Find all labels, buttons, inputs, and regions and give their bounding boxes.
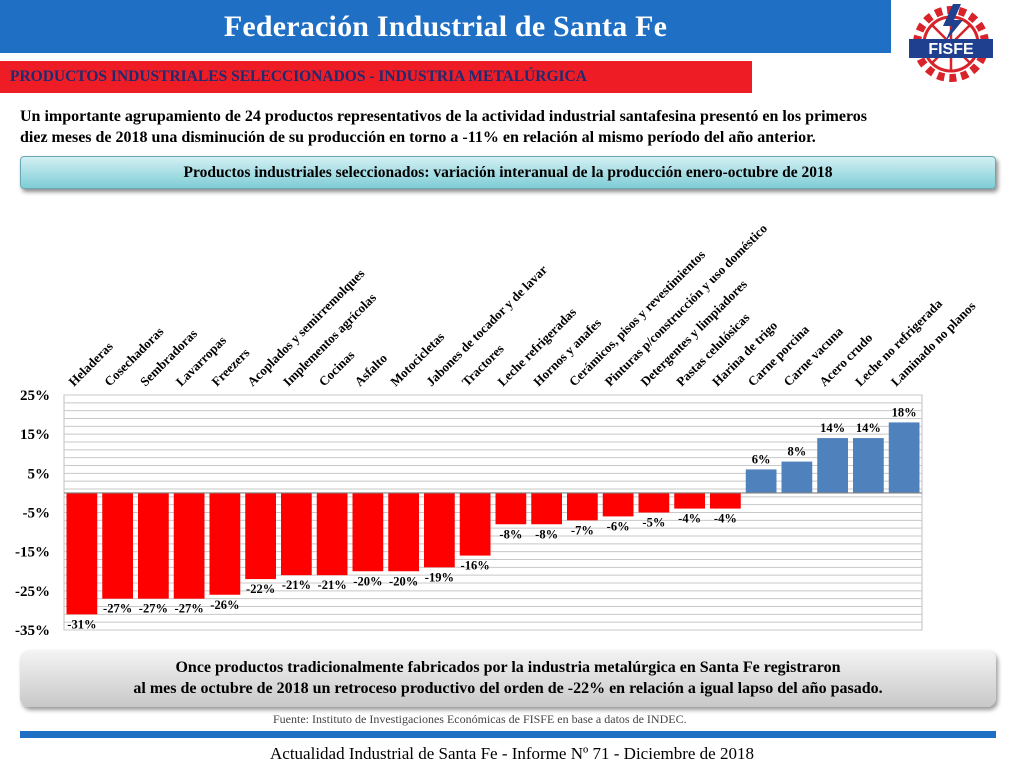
bar [567, 492, 598, 521]
bar [352, 492, 384, 572]
bar [710, 492, 741, 509]
chart-title-box: Productos industriales seleccionados: va… [20, 156, 996, 189]
bar [66, 492, 98, 615]
data-label: -26% [210, 598, 239, 612]
header-bar: Federación Industrial de Santa Fe [0, 0, 891, 53]
data-label: 14% [856, 421, 881, 435]
bar [388, 492, 419, 572]
conclusion-line-1: Once productos tradicionalmente fabricad… [175, 659, 841, 676]
data-label: -21% [282, 578, 311, 592]
data-label: -21% [318, 578, 347, 592]
y-tick-label: -25% [15, 584, 50, 600]
y-tick-label: -15% [15, 545, 50, 561]
y-tick-label: 15% [20, 427, 50, 443]
bar [531, 492, 562, 525]
logo-text: FISFE [928, 41, 974, 58]
chart-title: Productos industriales seleccionados: va… [183, 163, 833, 181]
bar [316, 492, 348, 576]
data-label: -4% [678, 512, 701, 526]
data-label: -5% [642, 516, 665, 530]
footer-divider [20, 731, 996, 738]
data-label: -22% [246, 582, 275, 596]
bar [745, 469, 777, 493]
data-label: 6% [752, 452, 771, 466]
conclusion-line-2: al mes de octubre de 2018 un retroceso p… [133, 680, 883, 697]
data-label: 14% [820, 421, 845, 435]
bolt-icon [943, 4, 963, 42]
category-label: Asfalto [351, 350, 390, 389]
data-label: -27% [175, 602, 204, 616]
data-label: 8% [788, 445, 807, 459]
section-bar: PRODUCTOS INDUSTRIALES SELECCIONADOS - I… [0, 61, 752, 93]
bar [173, 492, 205, 599]
data-label: -19% [425, 570, 454, 584]
intro-paragraph: Un importante agrupamiento de 24 product… [20, 106, 995, 148]
data-label: -27% [139, 602, 168, 616]
data-label: -8% [499, 527, 522, 541]
data-label: -8% [535, 527, 558, 541]
y-tick-label: -35% [15, 623, 50, 639]
bar [245, 492, 276, 580]
bar [459, 492, 491, 556]
bar [102, 492, 133, 599]
bar [602, 492, 634, 517]
data-label: -27% [103, 602, 132, 616]
data-label: -16% [461, 559, 490, 573]
data-label: 18% [892, 405, 917, 419]
bar [817, 438, 848, 493]
bar [638, 492, 670, 513]
intro-line-1: Un importante agrupamiento de 24 product… [20, 108, 867, 125]
bar [281, 492, 312, 576]
page-title: Federación Industrial de Santa Fe [223, 9, 668, 43]
conclusion-box: Once productos tradicionalmente fabricad… [20, 650, 996, 707]
section-title: PRODUCTOS INDUSTRIALES SELECCIONADOS - I… [10, 68, 587, 85]
bar [138, 492, 169, 599]
bar [781, 461, 813, 493]
data-label: -4% [714, 512, 737, 526]
data-label: -7% [571, 523, 594, 537]
data-label: -20% [389, 574, 418, 588]
category-label: Pinturas p/construcción y uso doméstico [602, 221, 770, 389]
data-label: -20% [353, 574, 382, 588]
data-label: -31% [67, 617, 96, 631]
bar [495, 492, 527, 525]
bar [888, 422, 920, 493]
intro-line-2: diez meses de 2018 una disminución de su… [20, 129, 816, 146]
data-label: -6% [607, 519, 630, 533]
bar [209, 492, 241, 595]
y-tick-label: 25% [20, 388, 50, 404]
source-note: Fuente: Instituto de Investigaciones Eco… [273, 712, 687, 726]
bar [424, 492, 455, 568]
bar [853, 438, 884, 493]
y-tick-label: -5% [23, 506, 51, 522]
y-tick-label: 5% [28, 466, 51, 482]
fisfe-logo: FISFE [909, 4, 993, 82]
bar-chart: 25%15%5%-5%-15%-25%-35% -31%Heladeras-27%… [15, 221, 978, 639]
bar [674, 492, 705, 509]
footer-text: Actualidad Industrial de Santa Fe - Info… [270, 744, 754, 763]
